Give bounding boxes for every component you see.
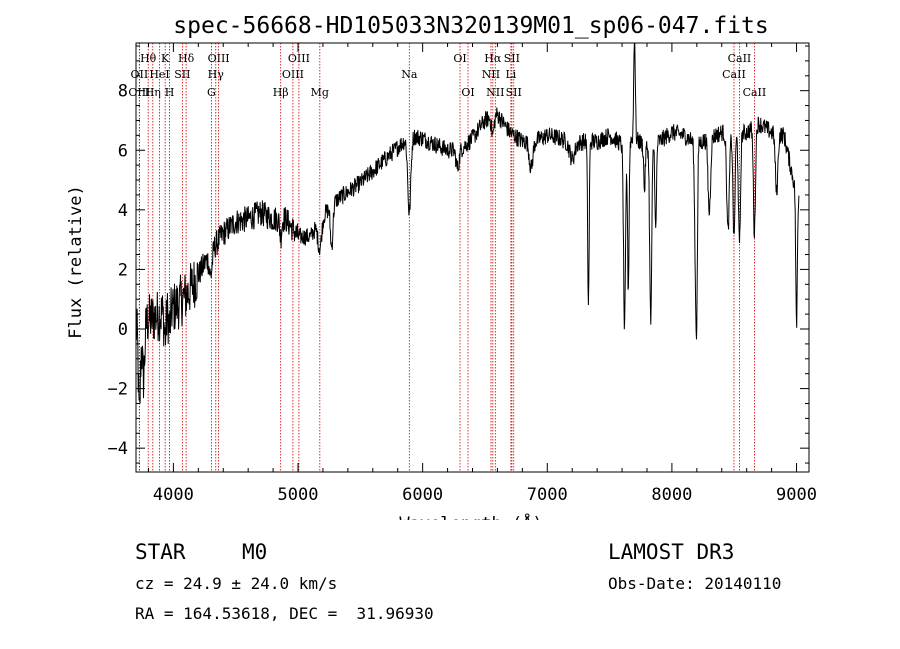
x-tick-label: 6000 — [402, 485, 443, 505]
line-marker-label: OII — [131, 68, 149, 81]
y-tick-label: −2 — [108, 380, 128, 400]
x-tick-label: 5000 — [278, 485, 319, 505]
y-tick-label: 8 — [118, 82, 128, 102]
line-marker-label: SII — [506, 86, 522, 99]
line-marker-label: H — [165, 86, 175, 99]
y-tick-label: −4 — [108, 439, 128, 459]
y-axis-label: Flux (relative) — [66, 185, 86, 339]
line-marker-label: Mg — [311, 86, 329, 99]
x-axis-ticks: 4000 5000 6000 7000 8000 9000 — [147, 43, 817, 505]
line-marker-label: Hδ — [178, 52, 195, 65]
line-marker-label: SII — [504, 52, 520, 65]
line-marker-label: OIII — [282, 68, 304, 81]
line-marker-label: Hγ — [208, 68, 225, 81]
line-marker-label: Hθ — [140, 52, 157, 65]
spectral-line-markers — [138, 43, 755, 472]
y-tick-label: 0 — [118, 320, 128, 340]
line-marker-label: Hα — [484, 52, 502, 65]
line-marker-label: Li — [505, 68, 516, 81]
obs-date: Obs-Date: 20140110 — [608, 574, 782, 593]
line-marker-label: OI — [461, 86, 474, 99]
line-marker-label: G — [207, 86, 216, 99]
line-marker-label: OI — [453, 52, 466, 65]
line-marker-label: CaII — [722, 68, 746, 81]
line-marker-label: NII — [486, 86, 504, 99]
line-marker-label: CaII — [728, 52, 752, 65]
line-marker-label: CaII — [743, 86, 767, 99]
x-tick-label: 7000 — [527, 485, 568, 505]
spectrum-chart: spec-56668-HD105033N320139M01_sp06-047.f… — [66, 13, 817, 520]
redshift-info: cz = 24.9 ± 24.0 km/s — [135, 574, 338, 593]
line-marker-label: NII — [482, 68, 500, 81]
coordinates: RA = 164.53618, DEC = 31.96930 — [135, 604, 434, 623]
x-tick-label: 9000 — [776, 485, 817, 505]
object-subclass: M0 — [242, 540, 268, 564]
spectral-line-labels: Hθ OII OIII HeI Hη K SII H Hδ OIII Hγ G Hβ OIII OIII Mg… — [128, 52, 766, 99]
survey-name: LAMOST DR3 — [608, 540, 735, 564]
line-marker-label: OIII — [208, 52, 230, 65]
y-axis-ticks: −4 −2 0 2 4 6 8 — [108, 45, 809, 464]
plot-frame — [135, 42, 810, 473]
line-marker-label: Hη — [145, 86, 161, 99]
x-tick-label: 8000 — [651, 485, 692, 505]
y-tick-label: 6 — [118, 141, 128, 161]
line-marker-label: OIII — [128, 86, 150, 99]
x-axis-label: Wavelength (Å) — [399, 512, 542, 520]
line-marker-label: HeI — [149, 68, 169, 81]
chart-title: spec-56668-HD105033N320139M01_sp06-047.f… — [173, 13, 768, 39]
line-marker-label: OIII — [288, 52, 310, 65]
line-marker-label: Hβ — [273, 86, 289, 99]
spectrum-line — [135, 42, 800, 404]
line-marker-label: K — [161, 52, 170, 65]
line-marker-label: Na — [401, 68, 418, 81]
y-tick-label: 2 — [118, 260, 128, 280]
line-marker-label: SII — [174, 68, 190, 81]
object-type: STAR — [135, 540, 186, 564]
x-tick-label: 4000 — [153, 485, 194, 505]
y-tick-label: 4 — [118, 201, 128, 221]
